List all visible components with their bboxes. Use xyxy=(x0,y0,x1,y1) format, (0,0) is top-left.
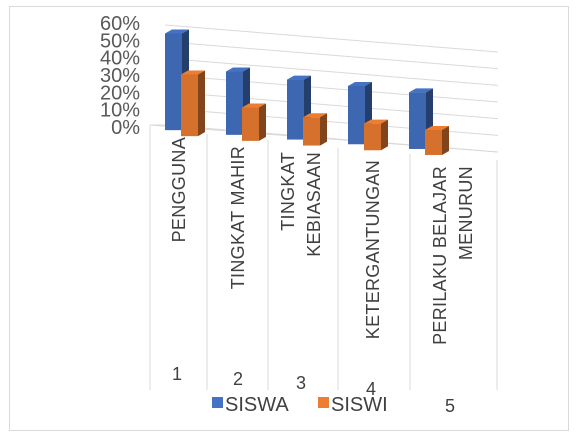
category-label: PENGGUNA xyxy=(169,137,189,242)
bar-siswa xyxy=(348,85,365,145)
bar-top xyxy=(181,70,205,75)
bar-side xyxy=(381,119,388,151)
chart-frame xyxy=(9,6,569,431)
category-label: TINGKAT MAHIR xyxy=(228,146,248,289)
bar-siswa xyxy=(287,79,304,140)
category-number: 1 xyxy=(172,364,182,384)
bar-siswi xyxy=(181,74,198,137)
legend-label: SISWI xyxy=(331,394,388,416)
legend-swatch-siswi xyxy=(318,397,329,408)
legend-label: SISWA xyxy=(225,394,289,416)
category-label-group: KETERGANTUNGAN xyxy=(363,160,383,339)
y-tick-label: 60% xyxy=(100,13,140,35)
bar-side xyxy=(320,113,327,146)
y-tick-label: 30% xyxy=(100,65,140,87)
category-label-group: TINGKAT MAHIR xyxy=(228,146,248,289)
bar-top xyxy=(348,81,372,86)
bar-top xyxy=(409,88,433,93)
y-tick-label: 20% xyxy=(100,82,140,104)
bar-top xyxy=(165,29,189,34)
gridline xyxy=(164,41,499,70)
gridline xyxy=(164,74,499,103)
bar-siswi xyxy=(364,123,381,151)
bar-siswa xyxy=(165,33,182,131)
bar-top xyxy=(425,125,449,130)
y-tick-label: 50% xyxy=(100,30,140,52)
category-number: 3 xyxy=(296,373,306,393)
bar-side xyxy=(259,103,266,141)
category-number: 4 xyxy=(366,379,376,399)
legend-swatch-siswa xyxy=(212,397,223,408)
category-label-group: TINGKAT KEBIASAAN xyxy=(278,152,324,257)
category-label: KEBIASAAN xyxy=(304,152,324,257)
category-label: MENURUN xyxy=(456,166,476,260)
bar-top xyxy=(364,119,388,124)
y-tick-label: 0% xyxy=(111,117,140,139)
category-label-group: PERILAKU BELAJAR MENURUN xyxy=(430,166,476,345)
bar-siswi xyxy=(303,117,320,146)
bar-top xyxy=(303,113,327,118)
bar-siswa xyxy=(409,92,426,149)
bar-top xyxy=(226,67,250,72)
y-tick-label: 10% xyxy=(100,100,140,122)
bar-siswi xyxy=(242,107,259,141)
category-label: TINGKAT xyxy=(278,152,298,231)
bar-side xyxy=(442,125,449,155)
category-label-group: PENGGUNA xyxy=(169,137,189,242)
gridline xyxy=(164,57,499,86)
bar-siswa xyxy=(226,71,243,135)
bar-top xyxy=(242,103,266,108)
category-label: KETERGANTUNGAN xyxy=(363,160,383,339)
gridline xyxy=(164,91,499,120)
y-tick-label: 40% xyxy=(100,48,140,70)
category-label: PERILAKU BELAJAR xyxy=(430,166,450,345)
category-number: 5 xyxy=(445,396,455,416)
bar-top xyxy=(287,75,311,80)
bar-siswi xyxy=(425,129,442,155)
gridline xyxy=(164,24,499,53)
bar-side xyxy=(198,70,205,137)
category-number: 2 xyxy=(233,369,243,389)
